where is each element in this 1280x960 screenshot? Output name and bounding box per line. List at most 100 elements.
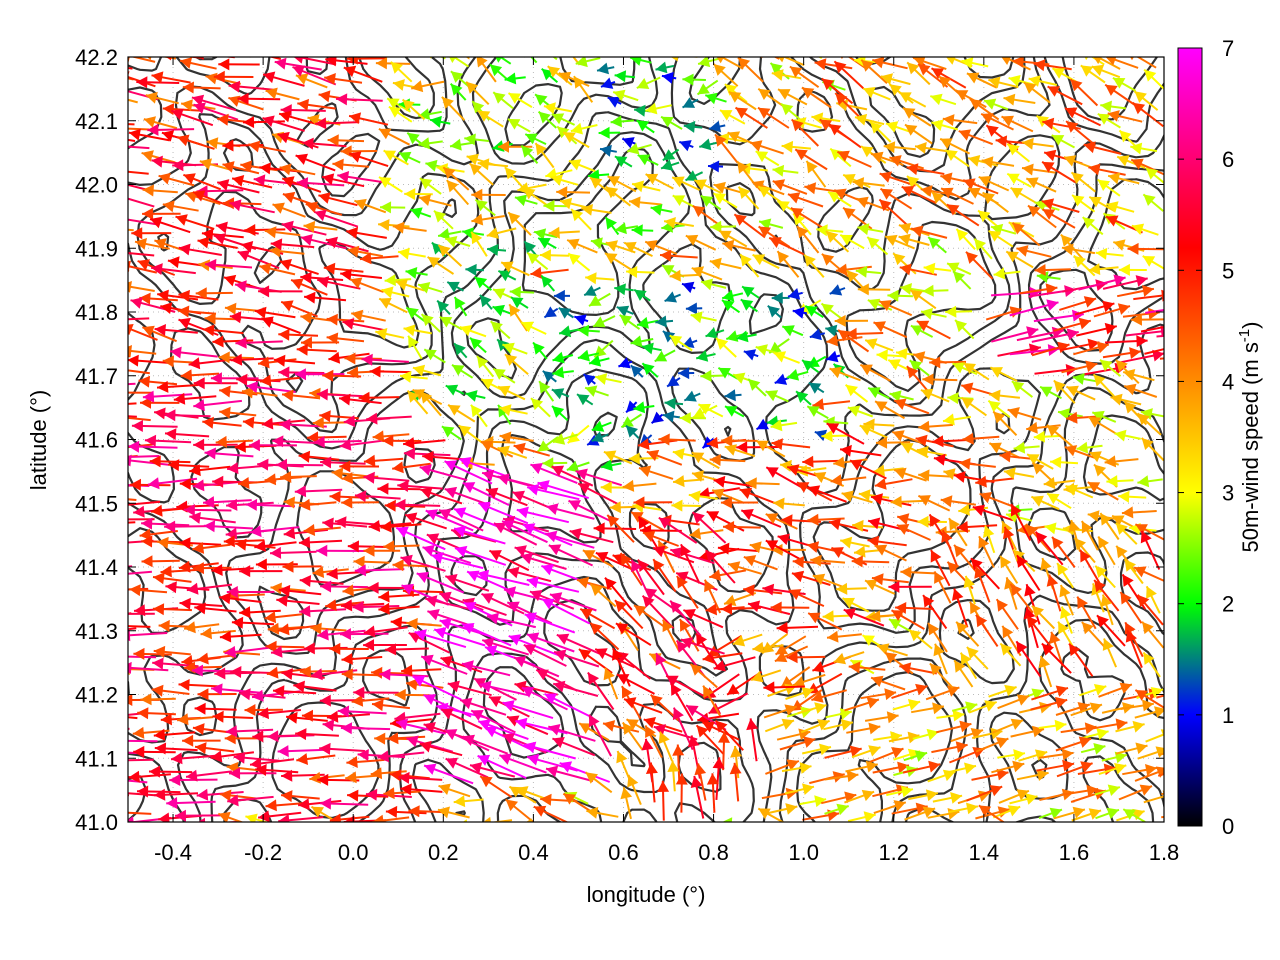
wind-vector-head bbox=[694, 179, 707, 191]
wind-vector bbox=[1065, 120, 1097, 147]
wind-vector-head bbox=[930, 93, 943, 106]
wind-vector bbox=[1007, 407, 1042, 421]
wind-vector bbox=[538, 380, 555, 402]
wind-vector-head bbox=[558, 71, 572, 83]
wind-vector bbox=[787, 288, 803, 300]
wind-vector-head bbox=[969, 99, 983, 111]
wind-vector-head bbox=[108, 537, 119, 549]
wind-vector-head bbox=[756, 418, 769, 430]
wind-vector-head bbox=[139, 292, 151, 305]
wind-vector-head bbox=[224, 302, 237, 315]
wind-vector-head bbox=[405, 267, 418, 279]
wind-vector bbox=[927, 236, 947, 254]
wind-vector-head bbox=[1106, 215, 1119, 227]
wind-vector bbox=[833, 60, 865, 90]
wind-vector bbox=[1041, 198, 1080, 213]
wind-vector-head bbox=[708, 160, 720, 173]
wind-vector-head bbox=[770, 63, 783, 75]
wind-vector bbox=[142, 207, 181, 220]
wind-vector-head bbox=[560, 40, 572, 52]
wind-vector bbox=[228, 80, 274, 93]
wind-vector-head bbox=[983, 98, 997, 110]
wind-vector-head bbox=[742, 286, 755, 298]
wind-vector-head bbox=[1145, 168, 1159, 180]
wind-vector-head bbox=[748, 379, 761, 391]
wind-vector bbox=[1104, 335, 1148, 348]
wind-vector-head bbox=[989, 389, 1001, 402]
wind-vector-head bbox=[411, 80, 424, 93]
wind-vector bbox=[621, 137, 636, 149]
wind-vector bbox=[420, 313, 441, 333]
wind-vector bbox=[514, 194, 538, 207]
wind-vector-head bbox=[889, 84, 902, 96]
wind-vector-head bbox=[521, 145, 534, 158]
wind-vector-head bbox=[99, 222, 111, 234]
wind-vector bbox=[777, 57, 805, 67]
wind-vector-head bbox=[968, 187, 981, 199]
wind-vector-head bbox=[1022, 163, 1034, 176]
wind-vector bbox=[588, 355, 610, 367]
wind-vector-head bbox=[531, 398, 544, 411]
wind-vector bbox=[568, 159, 596, 173]
wind-vector-head bbox=[615, 222, 627, 235]
wind-vector bbox=[662, 410, 681, 423]
wind-vector-head bbox=[222, 139, 234, 152]
wind-vector bbox=[724, 405, 745, 418]
wind-vector-head bbox=[193, 399, 205, 412]
wind-vector bbox=[1117, 285, 1155, 298]
wind-vector bbox=[222, 197, 262, 210]
wind-vector-head bbox=[1051, 135, 1065, 146]
wind-vector bbox=[444, 236, 471, 248]
wind-vector-head bbox=[605, 240, 618, 252]
wind-vector bbox=[558, 306, 575, 319]
wind-vector bbox=[630, 335, 654, 348]
wind-vector bbox=[542, 370, 557, 383]
wind-vector-head bbox=[716, 57, 725, 64]
wind-vector-head bbox=[1028, 75, 1041, 87]
wind-vector bbox=[558, 71, 590, 87]
wind-vector-head bbox=[697, 83, 710, 95]
wind-vector bbox=[156, 380, 199, 393]
wind-vector bbox=[347, 245, 384, 258]
wind-vector-head bbox=[89, 535, 101, 547]
wind-vector-head bbox=[626, 266, 638, 278]
wind-vector bbox=[324, 73, 363, 85]
wind-vector bbox=[343, 65, 383, 83]
wind-vector-head bbox=[199, 158, 212, 170]
wind-vector-head bbox=[682, 281, 695, 294]
wind-vector bbox=[918, 420, 954, 433]
wind-vector bbox=[477, 158, 509, 171]
wind-vector bbox=[237, 92, 281, 105]
wind-vector-head bbox=[219, 385, 231, 398]
wind-vector-head bbox=[1112, 77, 1126, 89]
wind-vector-head bbox=[568, 159, 582, 171]
wind-vector bbox=[628, 196, 662, 209]
wind-vector bbox=[570, 122, 598, 135]
wind-vector bbox=[801, 359, 820, 374]
wind-vector bbox=[128, 251, 155, 257]
wind-vector bbox=[889, 390, 914, 402]
wind-vector bbox=[700, 194, 722, 211]
wind-vector bbox=[737, 186, 760, 210]
wind-vector bbox=[469, 336, 487, 354]
wind-vector-head bbox=[920, 185, 933, 197]
wind-vector bbox=[812, 398, 851, 411]
wind-vector-head bbox=[146, 57, 152, 61]
wind-vector bbox=[397, 247, 426, 260]
wind-vector bbox=[566, 238, 598, 254]
wind-vector bbox=[300, 336, 340, 349]
wind-vector-shaft bbox=[97, 163, 128, 166]
wind-vector-head bbox=[230, 353, 243, 366]
wind-vector bbox=[492, 367, 516, 384]
wind-vector bbox=[1051, 134, 1075, 149]
wind-vector bbox=[145, 91, 179, 105]
wind-vector bbox=[965, 251, 994, 280]
wind-vector-head bbox=[655, 61, 668, 74]
wind-vector bbox=[955, 89, 987, 108]
wind-vector-head bbox=[143, 116, 156, 128]
wind-vector bbox=[760, 57, 764, 59]
wind-vector-shaft bbox=[128, 98, 138, 104]
wind-vector-head bbox=[789, 66, 803, 78]
wind-vector bbox=[316, 388, 363, 401]
wind-vector-head bbox=[419, 178, 433, 190]
